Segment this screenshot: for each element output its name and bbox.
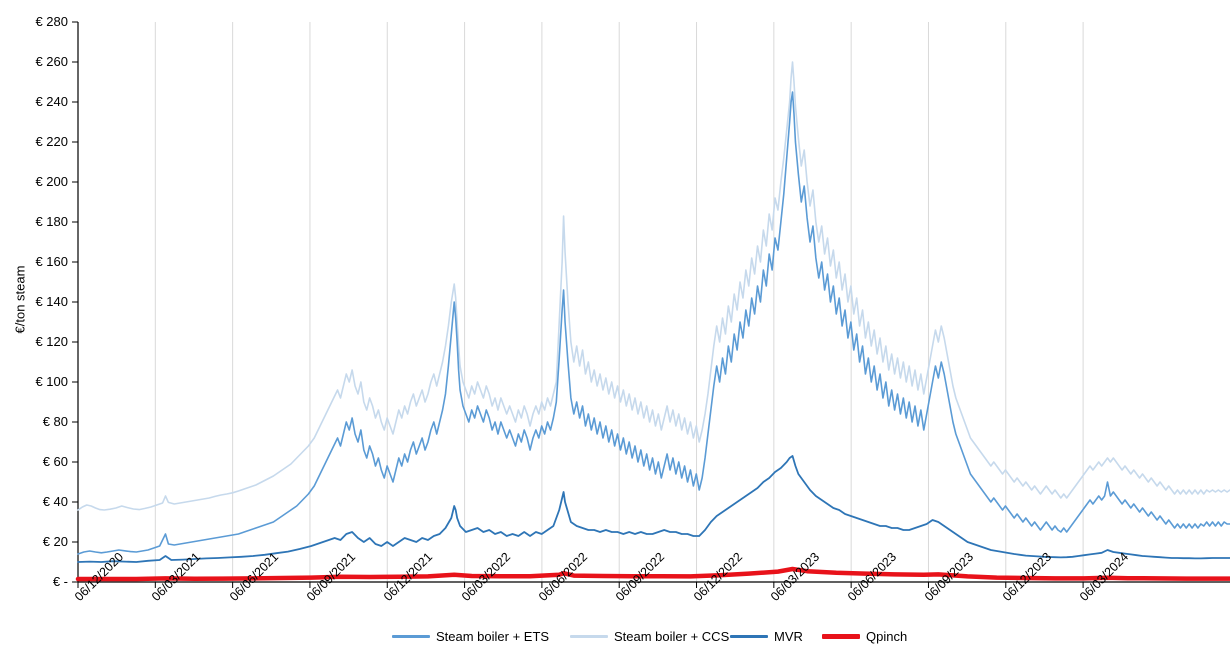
x-axis-tick-label: 06/12/2023 [999, 549, 1054, 604]
legend-label: MVR [774, 629, 803, 644]
legend-color-swatch-icon [570, 635, 608, 638]
legend-label: Steam boiler + ETS [436, 629, 550, 644]
y-axis-tick-label: € 280 [35, 14, 68, 29]
legend-color-swatch-icon [392, 635, 430, 638]
x-axis-tick-label: 06/12/2022 [690, 549, 745, 604]
series-line-steam-boiler-ccs [77, 61, 1230, 511]
y-axis-tick-label: € 240 [35, 94, 68, 109]
x-axis-tick-label: 06/12/2021 [381, 549, 436, 604]
legend-item-qpinch[interactable]: Qpinch [822, 629, 907, 644]
y-axis-tick-label: € 160 [35, 254, 68, 269]
y-axis-tickmarks [72, 21, 78, 583]
y-axis-tick-label: € 260 [35, 54, 68, 69]
y-axis-tick-labels: € 280 € 260 € 240 € 220 € 200 € 180 € 160 € 140… [0, 0, 68, 663]
legend-color-swatch-icon [730, 635, 768, 638]
x-axis-tick-label: 06/09/2023 [922, 549, 977, 604]
legend-label: Steam boiler + CCS [614, 629, 730, 644]
y-axis-tick-label: € 80 [42, 414, 68, 429]
legend-item-mvr[interactable]: MVR [730, 629, 803, 644]
y-axis-tick-label: € 180 [35, 214, 68, 229]
x-axis-tick-label: 06/03/2021 [149, 549, 204, 604]
y-axis-tick-label: € 40 [42, 494, 68, 509]
legend-color-swatch-icon [822, 634, 860, 639]
y-axis-tick-label: € 200 [35, 174, 68, 189]
series-line-mvr [77, 455, 1230, 563]
series-line-qpinch [75, 566, 1230, 582]
legend-item-steam-boiler-ets[interactable]: Steam boiler + ETS [392, 629, 549, 644]
series-line-steam-boiler-ets [77, 91, 1230, 555]
x-axis-tick-label: 06/06/2021 [226, 549, 281, 604]
x-axis-tick-label: 06/12/2020 [72, 549, 127, 604]
y-axis-tick-label: € 100 [35, 374, 68, 389]
y-axis-tick-label: € 60 [42, 454, 68, 469]
legend-item-steam-boiler-ccs[interactable]: Steam boiler + CCS [570, 629, 729, 644]
x-axis-tick-label: 06/03/2022 [458, 549, 513, 604]
data-series-group [75, 61, 1230, 582]
x-axis-tick-label: 06/06/2022 [535, 549, 591, 604]
y-axis-tick-label: € 120 [35, 334, 68, 349]
x-axis-tick-label: 06/09/2021 [303, 549, 359, 604]
y-axis-tick-label: € 220 [35, 134, 68, 149]
x-axis-tick-label: 06/06/2023 [845, 549, 900, 604]
x-axis-tick-label: 06/03/2024 [1077, 549, 1132, 604]
y-axis-tick-label: € 20 [42, 534, 68, 549]
vertical-gridlines [154, 22, 1084, 582]
legend-label: Qpinch [866, 629, 908, 644]
y-axis-tick-label: € - [52, 574, 68, 589]
x-axis-tick-label: 06/09/2022 [613, 549, 668, 604]
x-axis-tick-label: 06/03/2023 [767, 549, 822, 604]
y-axis-tick-label: € 140 [35, 294, 68, 309]
